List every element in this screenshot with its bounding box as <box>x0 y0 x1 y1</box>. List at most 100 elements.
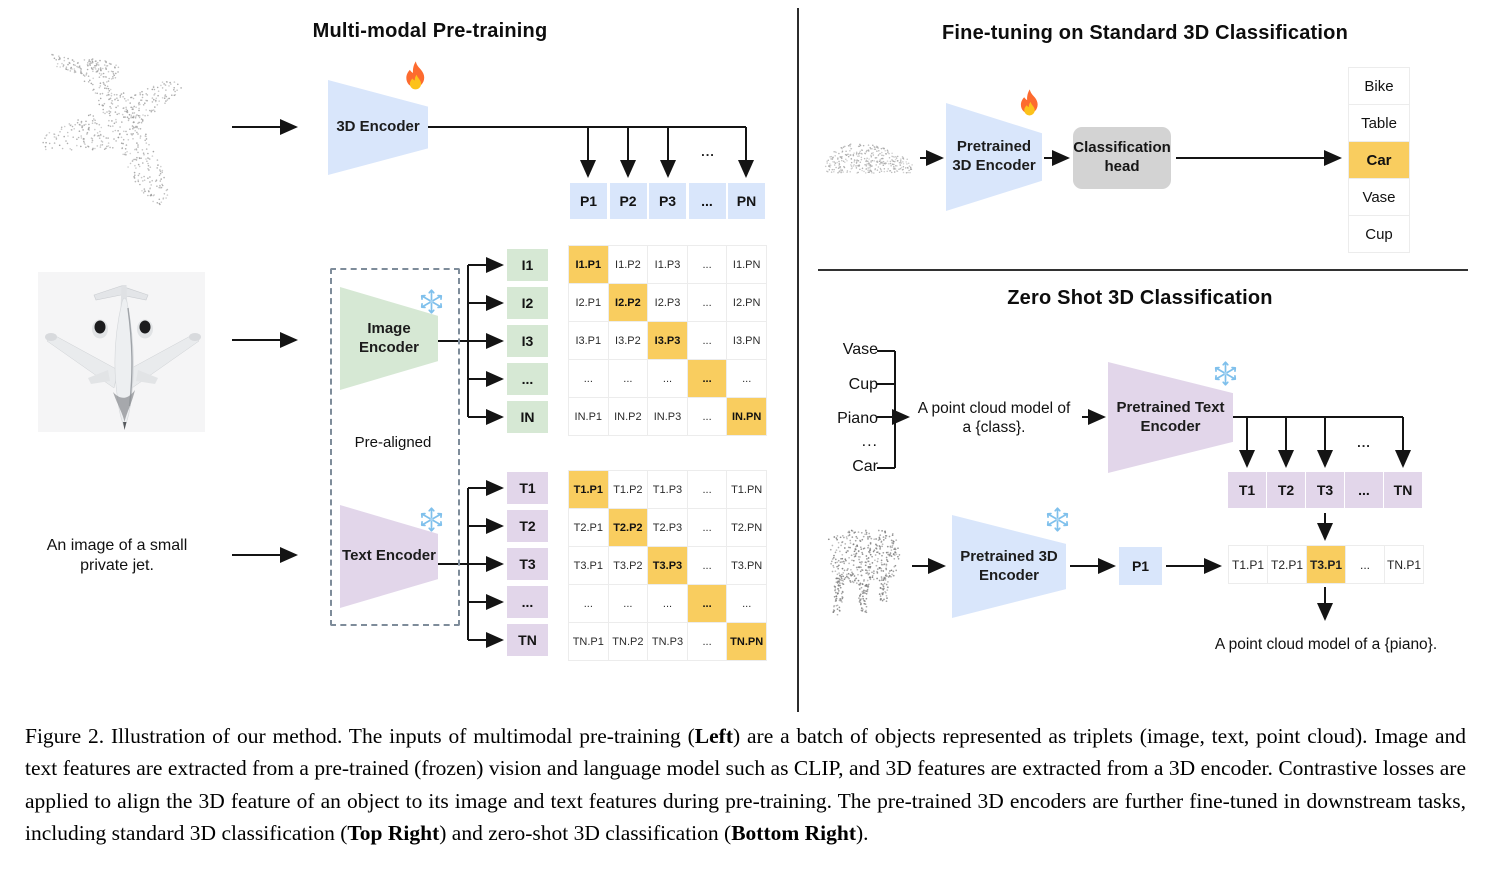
finetune-panel-title: Fine-tuning on Standard 3D Classificatio… <box>941 22 1348 44</box>
car-point-cloud <box>824 143 913 174</box>
matrix-cell: ... <box>687 398 727 435</box>
zs-class-item: Car <box>852 458 878 475</box>
t-cell: T1 <box>507 472 548 504</box>
p-cell: P2 <box>609 183 647 219</box>
matrix-cell: IN.P3 <box>648 398 687 435</box>
image-encoder-label: Image Encoder <box>358 319 419 356</box>
matrix-cell: ... <box>687 322 727 359</box>
snowflake-icon <box>1214 361 1237 386</box>
p-cell: P3 <box>649 183 686 219</box>
figure-caption: Figure 2. Illustration of our method. Th… <box>25 724 1466 845</box>
pre-aligned-dashed-box <box>330 268 460 626</box>
class-item: Cup <box>1349 216 1409 252</box>
matrix-cell: T2.P3 <box>648 509 687 546</box>
zeroshot-similarity-row: T1.P1 T2.P1 T3.P1... TN.P1 <box>1228 545 1424 584</box>
3d-encoder-label: 3D Encoder <box>336 118 420 136</box>
jet-tailplane <box>93 285 149 301</box>
class-item: Car <box>1349 142 1409 178</box>
t-cell: ... <box>507 586 548 618</box>
zeroshot-3d-encoder-label: Pretrained 3D Encoder <box>960 547 1058 584</box>
connector-overlay <box>232 8 1468 712</box>
matrix-cell: I3.P1 <box>569 322 608 359</box>
class-item: Bike <box>1349 68 1409 104</box>
t-cell: T2 <box>507 510 548 542</box>
fire-icon <box>406 61 425 90</box>
snowflake-icon <box>420 507 443 532</box>
jet-fuselage <box>114 297 134 428</box>
zs-t-cell: T1 <box>1228 472 1266 508</box>
zeroshot-panel-title: Zero Shot 3D Classification <box>1007 287 1273 309</box>
pre-aligned-label: Pre-aligned <box>354 434 432 451</box>
i-cell: IN <box>507 401 548 433</box>
matrix-cell: ... <box>687 509 727 546</box>
matrix-cell: I3.P3 <box>648 322 687 359</box>
zs-class-item: Vase <box>842 341 878 358</box>
jet-engine-right <box>139 320 151 334</box>
matrix-cell: IN.P1 <box>569 398 608 435</box>
text-encoder-label: Text Encoder <box>342 547 436 565</box>
pretrained-3d-encoder-label: Pretrained 3D Encoder <box>952 138 1036 174</box>
matrix-cell: T1.PN <box>727 471 766 508</box>
matrix-cell: I2.P1 <box>569 284 608 321</box>
matrix-cell: ... <box>727 585 766 622</box>
matrix-cell: T3.PN <box>727 547 766 584</box>
bracket-class-list <box>877 350 896 469</box>
snowflake-icon <box>1046 507 1069 532</box>
matrix-cell: I2.P3 <box>648 284 687 321</box>
tp-cell: T3.P1 <box>1307 546 1345 583</box>
image-feature-column: I1 I2 I3... IN <box>507 249 548 433</box>
text-input-caption: An image of a small private jet. <box>46 537 188 574</box>
matrix-cell: I1.PN <box>727 246 766 283</box>
matrix-cell: T3.P3 <box>648 547 687 584</box>
matrix-cell: T2.PN <box>727 509 766 546</box>
i-cell: I3 <box>507 325 548 357</box>
matrix-cell: T1.P2 <box>608 471 648 508</box>
matrix-cell: ... <box>569 360 608 397</box>
p-branch-ellipsis: ... <box>701 144 715 159</box>
matrix-cell: IN.P2 <box>608 398 648 435</box>
classification-result-list: Bike Table Car Vase Cup <box>1348 67 1410 253</box>
matrix-cell: ... <box>608 360 648 397</box>
matrix-cell: I1.P1 <box>569 246 608 283</box>
matrix-cell: TN.PN <box>727 623 766 660</box>
matrix-cell: T1.P1 <box>569 471 608 508</box>
t-cell: T3 <box>507 548 548 580</box>
matrix-cell: ... <box>687 284 727 321</box>
result-prompt: A point cloud model of a {piano}. <box>1214 636 1438 653</box>
i-cell: ... <box>507 363 548 395</box>
tp-cell: T1.P1 <box>1229 546 1267 583</box>
class-item: Table <box>1349 105 1409 141</box>
matrix-cell: ... <box>687 246 727 283</box>
classification-head-label: Classification head <box>1073 139 1171 175</box>
airplane-image <box>38 272 205 432</box>
matrix-cell: TN.P3 <box>648 623 687 660</box>
zeroshot-class-list: Vase Cup Piano... Car <box>814 341 878 476</box>
matrix-cell: I2.PN <box>727 284 766 321</box>
matrix-cell: ... <box>687 360 727 397</box>
matrix-cell: T3.P2 <box>608 547 648 584</box>
matrix-cell: ... <box>687 623 727 660</box>
zs-t-cell: T2 <box>1267 472 1305 508</box>
matrix-cell: ... <box>569 585 608 622</box>
zs-t-cell: ... <box>1345 472 1383 508</box>
matrix-cell: I3.PN <box>727 322 766 359</box>
matrix-cell: ... <box>608 585 648 622</box>
matrix-cell: ... <box>687 585 727 622</box>
p-feature-row: P1 P2 P3... PN <box>570 183 765 219</box>
tp-cell: TN.P1 <box>1385 546 1423 583</box>
zs-class-item: Piano <box>837 410 878 427</box>
left-panel-title: Multi-modal Pre-training <box>312 20 548 42</box>
p-cell: ... <box>688 183 726 219</box>
matrix-cell: IN.PN <box>727 398 766 435</box>
i-cell: I1 <box>507 249 548 281</box>
text-feature-column: T1 T2 T3... TN <box>507 472 548 656</box>
matrix-cell: I3.P2 <box>608 322 648 359</box>
matrix-cell: ... <box>648 585 687 622</box>
matrix-cell: T3.P1 <box>569 547 608 584</box>
t-branch-ellipsis: ... <box>1357 435 1371 450</box>
jet-engine-left <box>94 320 106 334</box>
p-cell: P1 <box>570 183 607 219</box>
t-cell: TN <box>507 624 548 656</box>
matrix-cell: ... <box>648 360 687 397</box>
prompt-template-line1: A point cloud model of <box>917 400 1071 417</box>
